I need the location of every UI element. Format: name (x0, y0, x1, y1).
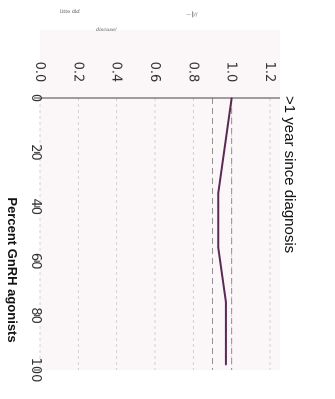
data-point-0-6 (219, 178, 222, 181)
data-point-0-10 (217, 233, 220, 235)
data-point-0-4 (223, 151, 225, 154)
data-point-0-14 (223, 287, 225, 290)
value-tick-label-2: 0.4 (109, 62, 124, 83)
data-point-0-16 (225, 314, 227, 317)
x-axis-label: Percent GnRH agonists (5, 197, 20, 342)
data-point-0-9 (217, 219, 220, 222)
data-point-0-5 (221, 165, 223, 167)
scribble-2: discuse/ (96, 27, 118, 33)
data-point-0-20 (225, 363, 227, 366)
percent-tick-label-1: 20 (28, 144, 43, 161)
value-tick-label-3: 0.6 (147, 62, 162, 83)
scribble-1: litte dkf (60, 9, 81, 15)
value-tick-label-4: 0.8 (185, 62, 200, 83)
value-tick-label-0: 0.0 (32, 62, 47, 83)
data-point-0-3 (225, 137, 227, 140)
percent-tick-label-5: 100 (28, 358, 43, 383)
data-point-0-11 (217, 246, 220, 249)
data-point-0-8 (217, 205, 220, 208)
data-point-0-12 (219, 260, 222, 263)
percent-tick-label-2: 40 (28, 199, 43, 216)
data-point-0-13 (221, 273, 223, 276)
value-tick-label-6: 1.2 (262, 62, 277, 83)
data-point-0-1 (228, 110, 231, 113)
data-point-0-15 (225, 301, 227, 303)
data-point-0-0 (230, 97, 233, 99)
tick-labels: 0.0 0.2 0.4 0.6 0.8 1.0 1.2 0 20 40 60 80 100 (28, 62, 277, 383)
data-point-0-18 (225, 341, 227, 344)
data-point-0-17 (225, 328, 227, 331)
data-point-0-2 (226, 124, 229, 127)
scribble-3: —║/∕ (186, 11, 198, 18)
reference-lines (212, 98, 233, 370)
data-point-0-19 (225, 355, 227, 358)
percent-tick-label-4: 80 (28, 307, 43, 324)
value-tick-label-1: 0.2 (70, 62, 85, 83)
percent-tick-label-3: 60 (28, 253, 43, 270)
axes (34, 97, 280, 371)
value-tick-label-5: 1.0 (224, 62, 239, 83)
series-group (217, 97, 233, 366)
plot-area-tint (40, 30, 280, 370)
data-point-0-7 (217, 192, 220, 195)
percent-tick-label-0: 0 (28, 94, 43, 102)
chart-title: >1 year since diagnosis (281, 96, 298, 253)
